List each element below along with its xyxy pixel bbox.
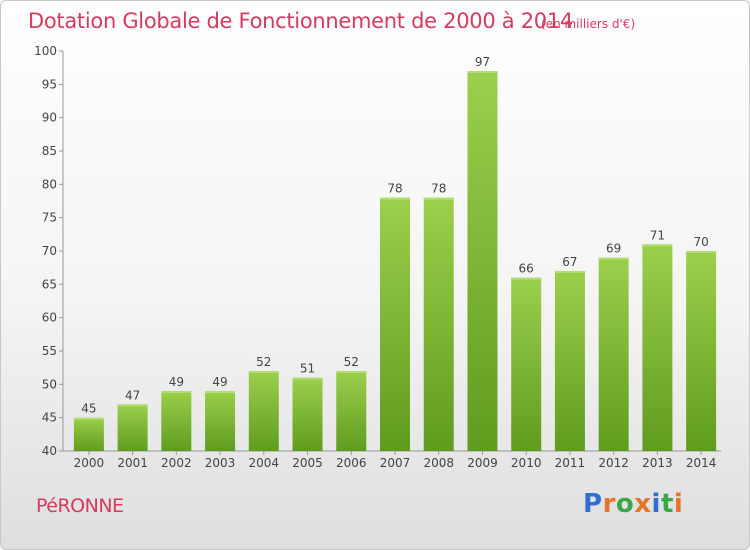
- bar-highlight: [554, 271, 585, 273]
- y-tick-label: 60: [42, 311, 57, 325]
- x-tick-label: 2008: [423, 456, 454, 470]
- bar-highlight: [380, 197, 410, 200]
- bar-highlight: [117, 404, 148, 407]
- logo-letter: r: [602, 489, 616, 519]
- data-label: 69: [606, 242, 621, 256]
- chart-data-labels: 45 47 49 49 52 51 52 78 78 97 66 67 69 71 70: [81, 55, 709, 416]
- logo-letter: x: [634, 489, 652, 519]
- proxiti-logo: Proxiti: [583, 489, 683, 519]
- bar-highlight: [511, 277, 542, 280]
- logo-letter: o: [615, 489, 635, 519]
- data-label: 97: [475, 55, 490, 69]
- logo-letter: P: [583, 489, 603, 519]
- x-tick-label: 2009: [467, 456, 498, 470]
- bar-highlight: [205, 391, 236, 393]
- bar-2001: [117, 404, 148, 451]
- bar-highlight: [642, 244, 673, 247]
- bar-highlight: [336, 371, 367, 373]
- x-tick-label: 2003: [205, 456, 236, 470]
- data-label: 67: [562, 255, 577, 269]
- y-tick-label: 75: [42, 211, 57, 225]
- x-tick-label: 2001: [117, 456, 148, 470]
- bar-highlight: [73, 417, 104, 420]
- y-tick-label: 70: [42, 244, 57, 258]
- data-label: 52: [256, 355, 271, 369]
- bar-2014: [686, 251, 717, 451]
- data-label: 78: [387, 182, 402, 196]
- bar-2002: [161, 391, 192, 451]
- x-tick-label: 2004: [249, 456, 280, 470]
- data-label: 51: [300, 362, 315, 376]
- y-tick-label: 55: [42, 344, 57, 358]
- logo-letter: t: [660, 489, 674, 519]
- y-tick-label: 65: [42, 277, 57, 291]
- bar-highlight: [161, 391, 192, 393]
- data-label: 47: [125, 388, 140, 402]
- chart-unit-note: (en milliers d'€): [541, 17, 636, 31]
- bar-2009: [467, 71, 498, 451]
- logo-letter: i: [651, 489, 661, 519]
- data-label: 49: [169, 375, 184, 389]
- bar-2011: [554, 271, 585, 451]
- logo-letter: i: [673, 489, 684, 519]
- bar-highlight: [423, 197, 454, 200]
- y-tick-label: 85: [42, 144, 57, 158]
- bar-highlight: [292, 377, 323, 380]
- data-label: 52: [344, 355, 359, 369]
- x-tick-label: 2007: [380, 456, 411, 470]
- data-label: 71: [650, 228, 665, 242]
- x-tick-label: 2000: [74, 456, 105, 470]
- x-tick-label: 2006: [336, 456, 367, 470]
- bar-2004: [248, 371, 279, 451]
- bar-2007: [380, 197, 410, 451]
- x-tick-label: 2013: [642, 456, 673, 470]
- y-tick-label: 50: [42, 377, 57, 391]
- chart-axes: 40 45 50 55 60 65 70 75 80 85 90 95 100 2000 2001 2002 2…: [34, 44, 721, 470]
- bar-highlight: [248, 371, 279, 373]
- bar-2005: [292, 377, 323, 451]
- x-tick-label: 2012: [598, 456, 629, 470]
- data-label: 45: [81, 402, 96, 416]
- bar-2008: [423, 197, 454, 451]
- bar-2013: [642, 244, 673, 451]
- x-tick-label: 2002: [161, 456, 192, 470]
- bar-2000: [73, 417, 104, 451]
- y-tick-label: 90: [42, 111, 57, 125]
- y-tick-label: 80: [42, 177, 57, 191]
- y-tick-label: 45: [42, 411, 57, 425]
- x-tick-label: 2010: [511, 456, 542, 470]
- data-label: 78: [431, 182, 446, 196]
- bar-2006: [336, 371, 367, 451]
- x-tick-label: 2011: [555, 456, 586, 470]
- bar-2003: [205, 391, 236, 451]
- y-tick-label: 95: [42, 77, 57, 91]
- data-label: 66: [519, 262, 534, 276]
- bar-highlight: [686, 251, 717, 253]
- y-tick-label: 40: [42, 444, 57, 458]
- data-label: 70: [693, 235, 708, 249]
- data-label: 49: [212, 375, 227, 389]
- chart-bars: [73, 71, 717, 451]
- x-tick-label: 2014: [686, 456, 717, 470]
- commune-name: PéRONNE: [36, 495, 124, 517]
- bar-2010: [511, 277, 542, 451]
- x-tick-label: 2005: [292, 456, 323, 470]
- y-tick-label: 100: [34, 44, 57, 58]
- chart-title: Dotation Globale de Fonctionnement de 20…: [28, 9, 573, 33]
- bar-highlight: [467, 71, 498, 73]
- bar-2012: [598, 257, 629, 451]
- bar-highlight: [598, 257, 629, 260]
